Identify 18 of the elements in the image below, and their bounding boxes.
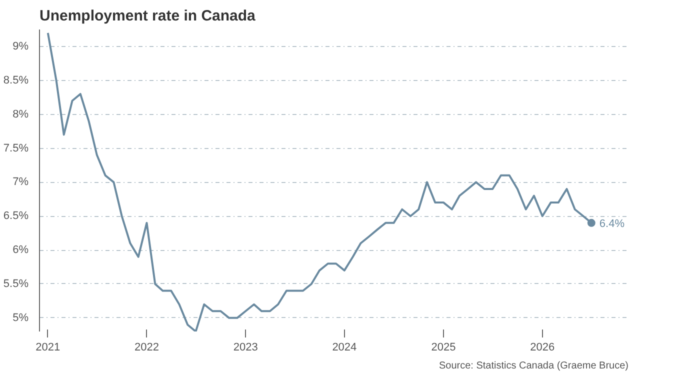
- source-note: Source: Statistics Canada (Graeme Bruce): [438, 360, 629, 372]
- y-tick-label: 8%: [12, 108, 29, 120]
- x-tick-label: 2021: [36, 342, 60, 354]
- x-tick-label: 2023: [233, 342, 258, 354]
- y-tick-label: 6.5%: [3, 210, 29, 222]
- y-tick-label: 5%: [12, 312, 29, 324]
- y-tick-label: 6%: [12, 244, 29, 256]
- chart-title: Unemployment rate in Canada: [40, 8, 256, 24]
- x-tick-label: 2026: [530, 342, 555, 354]
- x-tick-label: 2025: [431, 342, 456, 354]
- y-tick-label: 7.5%: [3, 142, 29, 154]
- x-tick-label: 2022: [134, 342, 159, 354]
- y-tick-label: 7%: [12, 176, 29, 188]
- y-tick-label: 8.5%: [3, 74, 29, 86]
- y-tick-label: 9%: [12, 40, 29, 52]
- x-tick-label: 2024: [332, 342, 357, 354]
- annotation: 6.4%: [599, 218, 625, 230]
- y-tick-label: 5.5%: [3, 278, 29, 290]
